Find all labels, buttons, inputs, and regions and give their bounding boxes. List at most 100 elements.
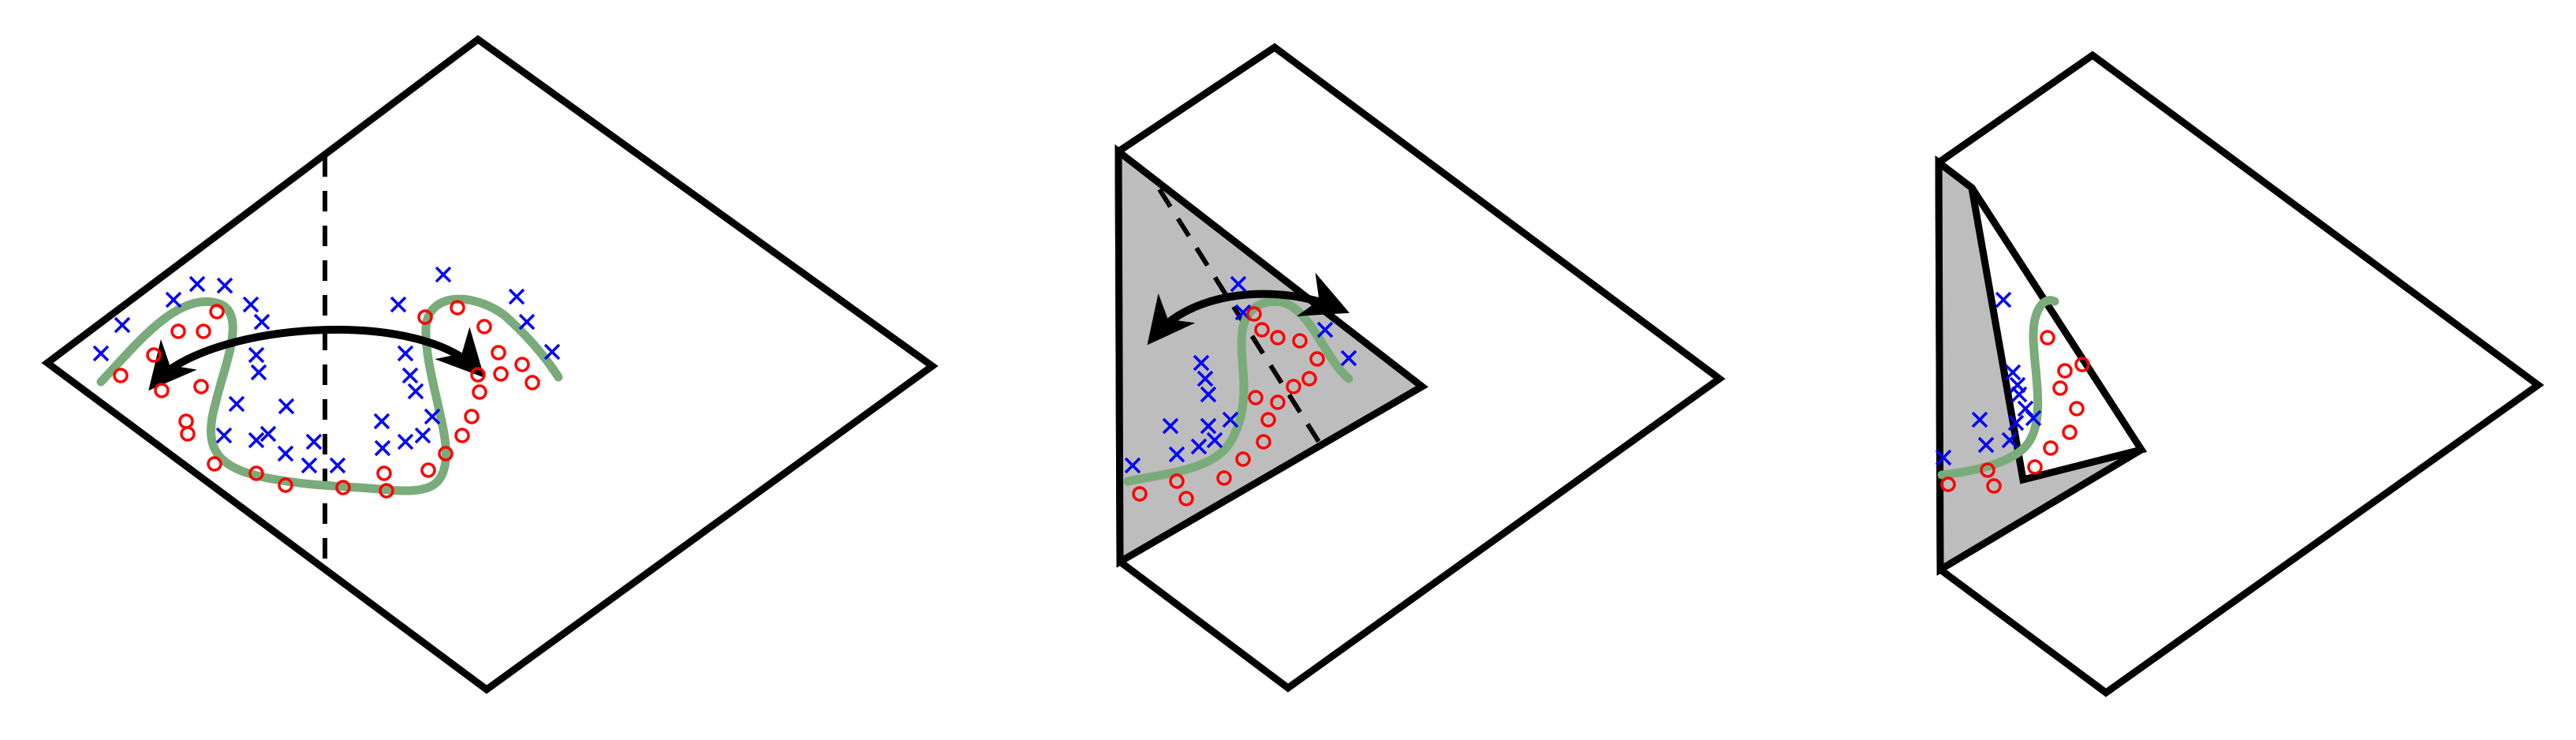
circle-marker-icon [2027,459,2043,475]
circle-marker-icon [248,465,264,481]
circle-marker-icon [493,366,509,382]
cross-marker-icon [518,313,536,331]
circle-marker-icon [2040,330,2055,346]
cross-marker-icon [215,427,233,444]
circle-marker-icon [1246,306,1262,322]
decision-boundary-curve [96,294,563,495]
cross-marker-icon [1193,354,1210,372]
circle-marker-icon [1986,478,2002,494]
circle-marker-icon [1301,371,1317,387]
class-o-points [113,300,540,499]
sheet-outline [41,35,939,694]
circle-marker-icon [2057,363,2073,379]
double-folded-panel [1935,50,2544,697]
circle-marker-icon [113,368,129,383]
circle-marker-icon [335,480,351,495]
cross-marker-icon [114,316,131,334]
circle-marker-icon [464,409,480,424]
cross-marker-icon [2004,364,2022,381]
circle-marker-icon [1260,412,1276,428]
folded-flap [1114,144,1429,568]
circle-marker-icon [193,379,209,394]
circle-marker-icon [379,483,394,499]
cross-marker-icon [1162,417,1179,435]
cross-marker-icon [397,433,414,450]
cross-marker-icon [1935,449,1952,466]
cross-marker-icon [2025,409,2042,427]
cross-marker-icon [508,288,525,305]
circle-marker-icon [470,367,486,383]
cross-marker-icon [373,413,390,430]
cross-marker-icon [407,383,424,400]
circle-marker-icon [454,428,470,443]
cross-marker-icon [2001,432,2018,449]
class-x-points [1935,291,2042,466]
cross-marker-icon [189,275,206,293]
cross-marker-icon [305,433,323,450]
cross-marker-icon [253,313,271,331]
circle-marker-icon [196,323,211,339]
class-o-points [1132,306,1325,506]
cross-marker-icon [1197,370,1214,387]
cross-marker-icon [248,346,265,364]
circle-marker-icon [1980,462,1995,478]
circle-marker-icon [514,357,530,372]
cross-marker-icon [1971,411,1988,428]
circle-marker-icon [1270,394,1286,410]
cross-marker-icon [424,408,441,425]
cross-marker-icon [397,345,414,362]
cross-marker-icon [329,457,346,474]
circle-marker-icon [1132,486,1148,502]
cross-marker-icon [414,427,431,444]
cross-marker-icon [278,398,295,415]
cross-marker-icon [1340,349,1357,367]
decision-boundary-curve [1937,296,2059,480]
circle-marker-icon [472,384,487,400]
cross-marker-icon [248,432,265,449]
cross-marker-icon [435,266,452,283]
cross-marker-icon [92,345,110,362]
cross-marker-icon [301,457,318,474]
half-folded-panel [1114,43,1726,693]
cross-marker-icon [228,395,245,413]
cross-marker-icon [1995,291,2012,308]
fold-direction-arrow [1147,272,1350,346]
cross-marker-icon [2007,414,2025,432]
cross-marker-icon [2010,386,2028,403]
circle-marker-icon [420,462,436,478]
cross-marker-icon [165,291,182,308]
circle-marker-icon [1256,434,1271,450]
cross-marker-icon [1124,457,1141,474]
circle-marker-icon [1286,379,1301,394]
cross-marker-icon [1168,446,1185,463]
circle-marker-icon [450,300,465,316]
cross-marker-icon [250,364,267,381]
circle-marker-icon [1270,330,1286,346]
cross-marker-icon [1200,417,1217,435]
cross-marker-icon [401,367,419,384]
cross-marker-icon [1190,438,1208,455]
cross-marker-icon [1977,436,1995,454]
circle-marker-icon [476,319,492,334]
class-x-points [92,266,561,474]
circle-marker-icon [2062,424,2078,440]
circle-marker-icon [1235,451,1251,467]
circle-marker-icon [1216,470,1232,486]
circle-marker-icon [491,345,506,361]
cross-marker-icon [1316,321,1334,338]
circle-marker-icon [1292,333,1308,349]
circle-marker-icon [170,323,186,339]
circle-marker-icon [146,347,162,363]
circle-marker-icon [1248,390,1264,406]
circle-marker-icon [207,456,222,472]
cross-marker-icon [1222,411,1239,428]
circle-marker-icon [1309,351,1325,367]
circle-marker-icon [1169,473,1185,489]
circle-marker-icon [154,383,170,398]
circle-marker-icon [1940,477,1956,492]
circle-marker-icon [209,304,225,320]
circle-marker-icon [417,309,433,325]
circle-marker-icon [376,465,392,481]
circle-marker-icon [2069,401,2085,417]
